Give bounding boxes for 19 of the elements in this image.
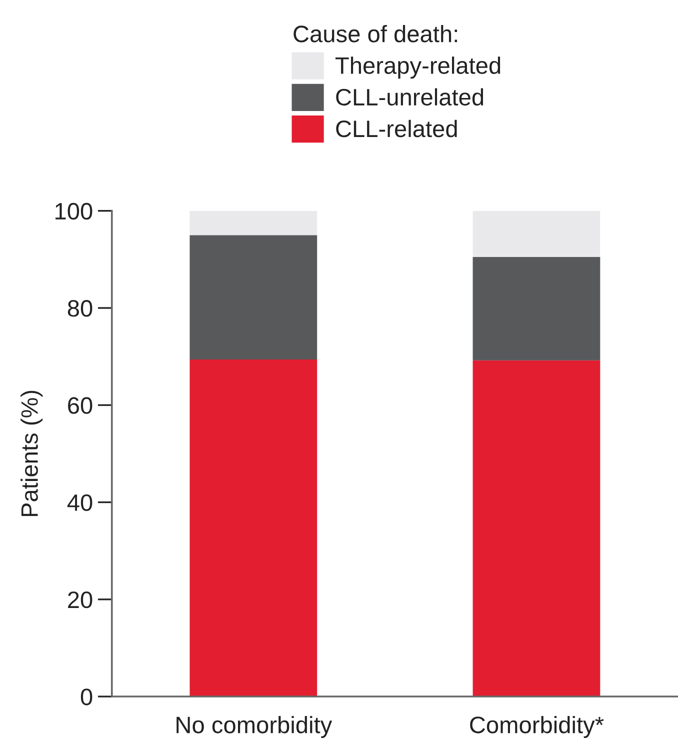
y-axis-title: Patients (%) (20, 390, 43, 516)
bar (190, 210, 318, 236)
legend-label: Therapy-related (335, 56, 500, 79)
y-tick-label: 0 (80, 688, 92, 706)
bar (472, 210, 600, 257)
y-tick-label: 40 (67, 494, 92, 512)
bar (472, 360, 600, 697)
y-tick-label: 60 (68, 397, 92, 414)
bar (472, 256, 600, 360)
y-tick-label: 80 (68, 300, 92, 317)
y-tick-label: 100 (56, 202, 92, 220)
bar (190, 235, 318, 360)
legend-label: CLL-related (336, 120, 457, 138)
y-tick-label: 20 (68, 591, 92, 608)
bar (190, 359, 318, 697)
x-tick-label: No comorbidity (176, 716, 332, 738)
x-tick-label: Comorbidity* (470, 716, 604, 738)
legend-title: Cause of death: (294, 25, 457, 42)
legend-label: CLL-unrelated (336, 88, 484, 106)
